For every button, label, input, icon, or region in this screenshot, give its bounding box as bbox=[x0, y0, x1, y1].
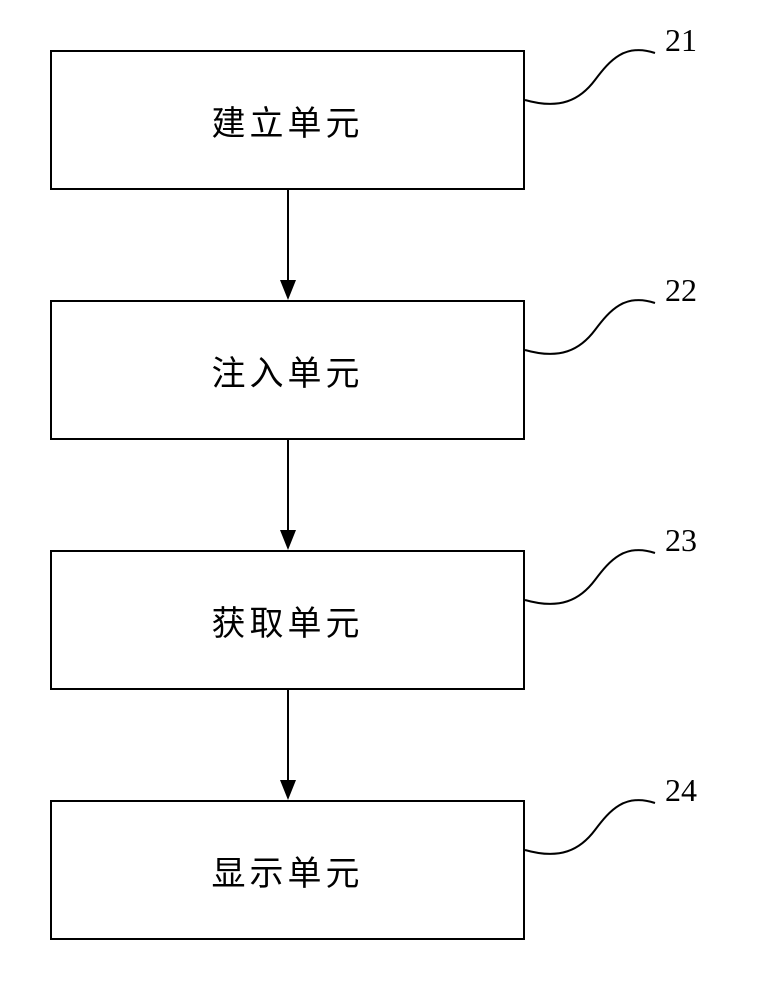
node-label: 建立单元 bbox=[212, 96, 364, 145]
ref-label: 23 bbox=[665, 522, 697, 559]
node-label: 显示单元 bbox=[212, 846, 364, 895]
node-acquire-unit: 获取单元 bbox=[50, 550, 525, 690]
arrow-down bbox=[275, 440, 301, 550]
flowchart-canvas: 建立单元 21 注入单元 22 获取单元 23 显示单元 24 bbox=[0, 0, 780, 1000]
callout-curve bbox=[525, 295, 660, 365]
callout-curve bbox=[525, 45, 660, 115]
arrow-down bbox=[275, 190, 301, 300]
ref-label: 24 bbox=[665, 772, 697, 809]
callout-curve bbox=[525, 545, 660, 615]
callout-curve bbox=[525, 795, 660, 865]
node-display-unit: 显示单元 bbox=[50, 800, 525, 940]
node-label: 注入单元 bbox=[212, 346, 364, 395]
arrow-down bbox=[275, 690, 301, 800]
node-label: 获取单元 bbox=[212, 596, 364, 645]
ref-label: 21 bbox=[665, 22, 697, 59]
node-establish-unit: 建立单元 bbox=[50, 50, 525, 190]
ref-label: 22 bbox=[665, 272, 697, 309]
node-inject-unit: 注入单元 bbox=[50, 300, 525, 440]
